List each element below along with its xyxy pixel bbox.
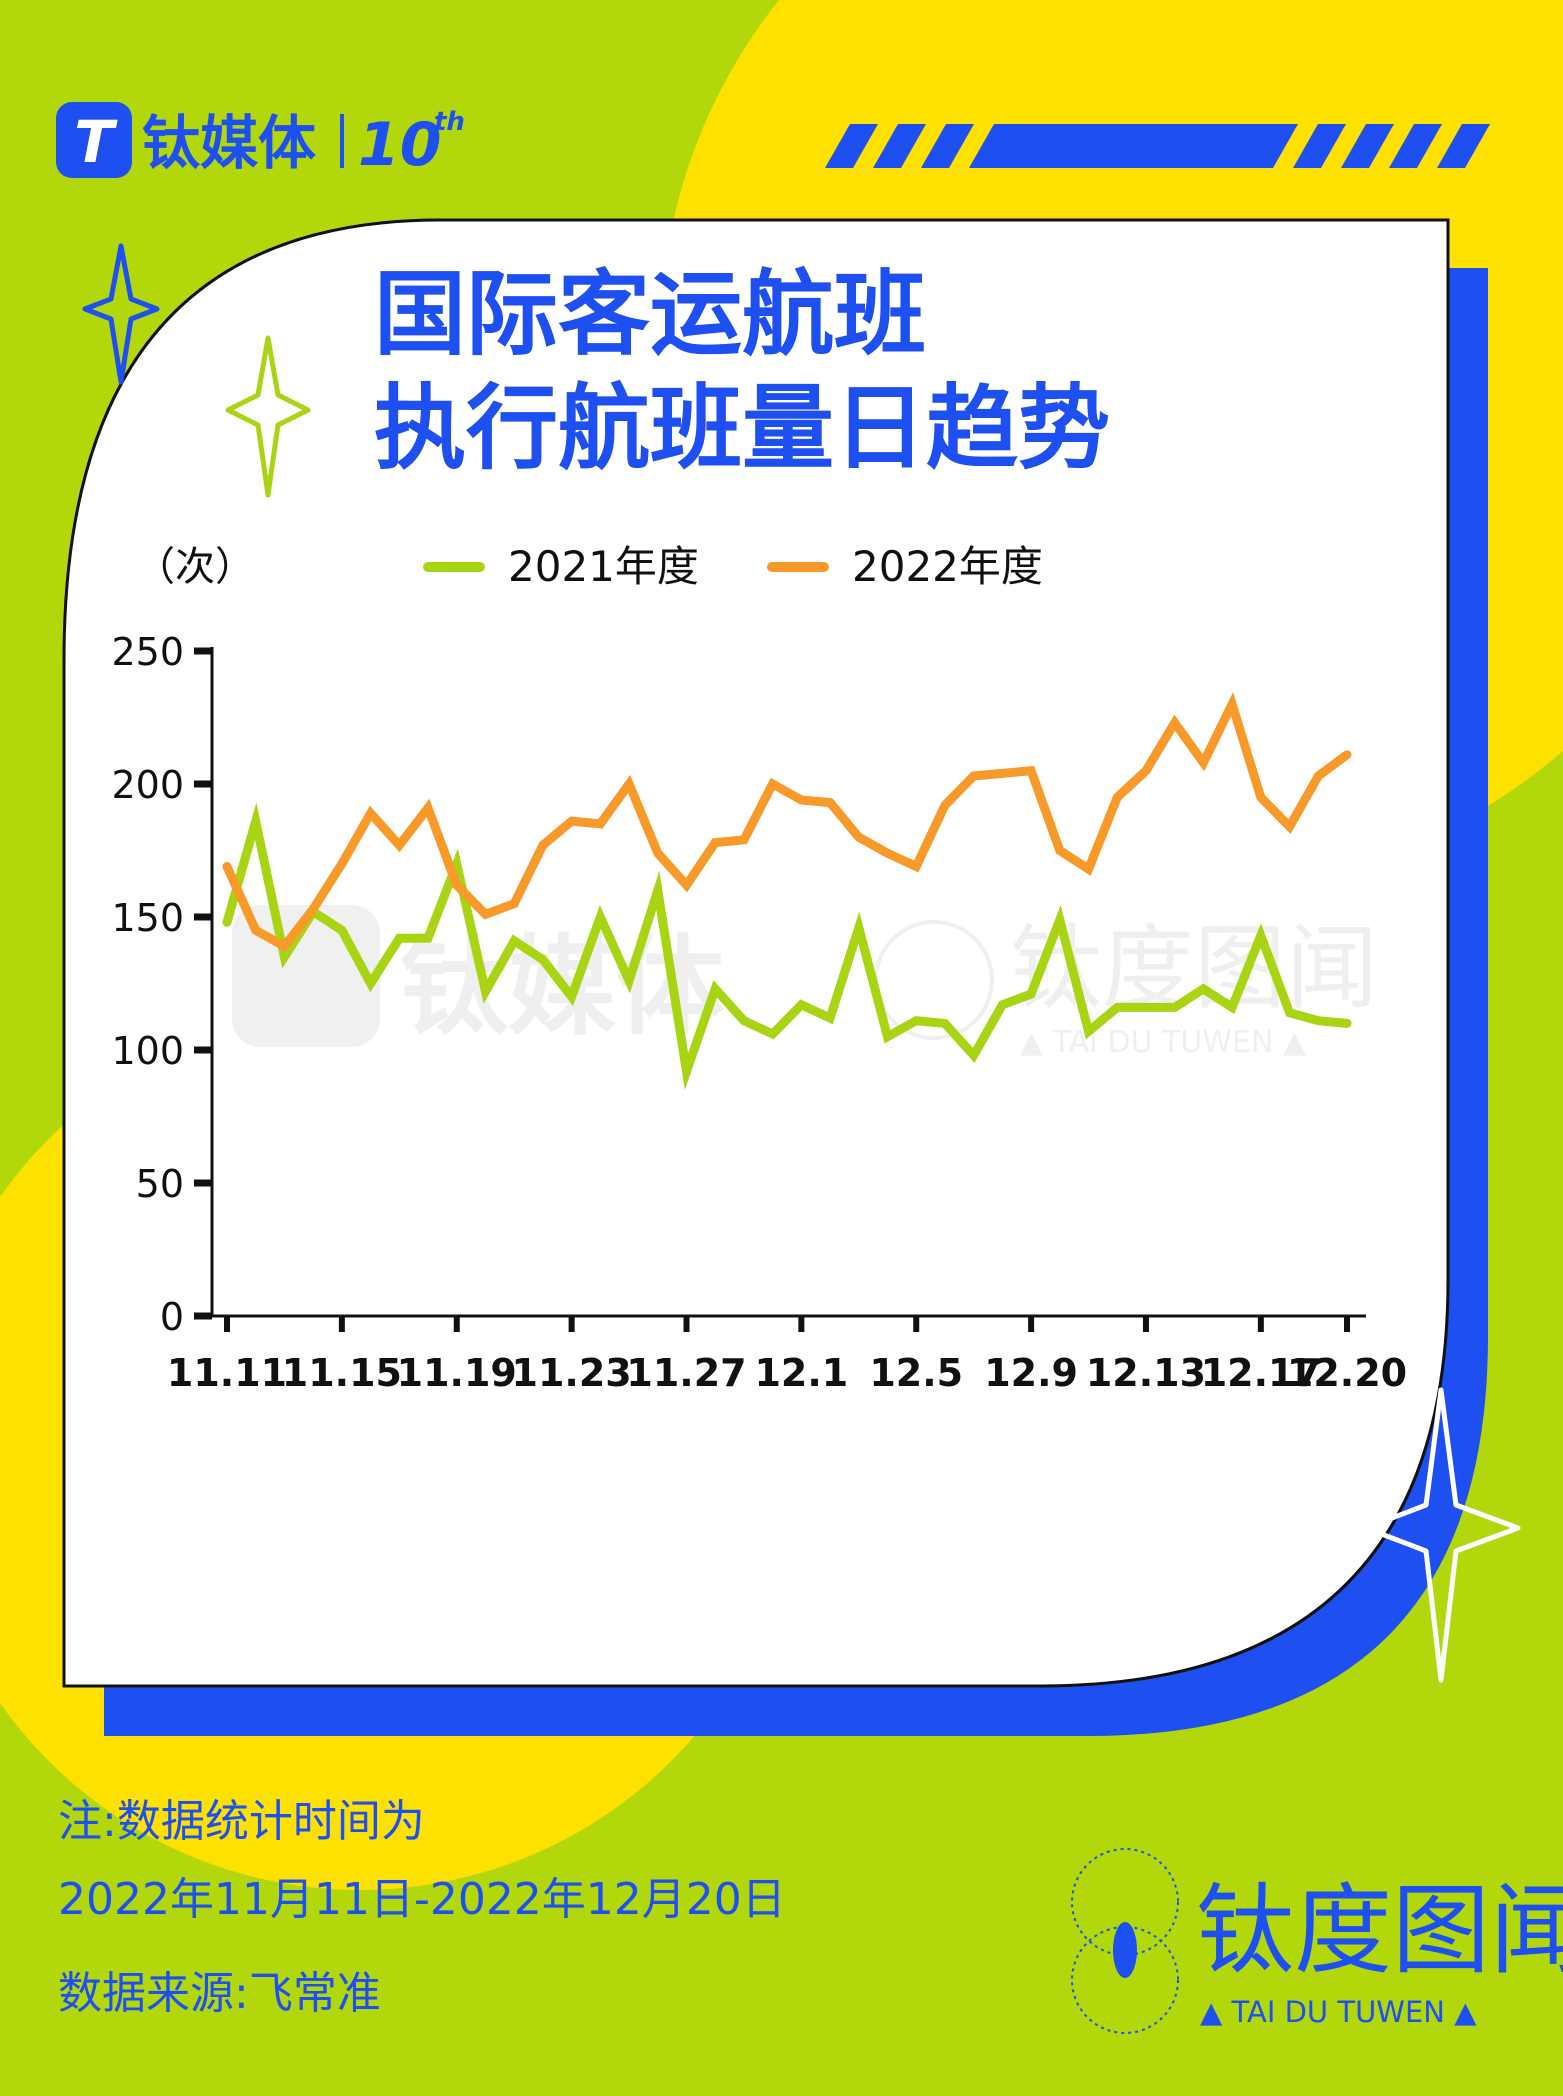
brand-logo-letter: T — [74, 108, 118, 176]
y-tick-label: 50 — [136, 1162, 184, 1206]
x-tick-label: 12.1 — [754, 1351, 848, 1395]
y-axis-unit-label: （次） — [135, 544, 255, 590]
x-tick-label: 12.17 — [1201, 1351, 1321, 1395]
watermark-sub: ▲ TAI DU TUWEN ▲ — [1020, 1025, 1306, 1060]
note-line3: 数据来源:飞常准 — [58, 1968, 381, 2019]
note-line1: 注:数据统计时间为 — [58, 1796, 425, 1847]
x-tick-label: 12.20 — [1287, 1351, 1407, 1395]
footer-eye-icon — [1071, 1848, 1179, 2034]
brand-anniversary: 10 — [358, 110, 442, 180]
stripe-decoration — [825, 124, 1490, 168]
x-tick-label: 11.11 — [167, 1351, 287, 1395]
chart-panel — [62, 218, 1450, 1688]
x-tick-label: 12.13 — [1086, 1351, 1206, 1395]
legend-label: 2022年度 — [852, 542, 1043, 591]
brand-anniversary-suffix: th — [434, 107, 465, 137]
legend: 2021年度 2022年度 — [423, 542, 1043, 591]
x-tick-label: 12.5 — [869, 1351, 963, 1395]
brand-logo-icon — [56, 102, 132, 178]
x-tick-label: 12.9 — [984, 1351, 1078, 1395]
y-tick-label: 150 — [111, 896, 184, 940]
y-tick-label: 200 — [111, 763, 184, 807]
sparkle-white-icon — [1363, 1387, 1521, 1683]
footer-brand-sub: ▲ TAI DU TUWEN ▲ — [1200, 1995, 1477, 2029]
y-tick-label: 0 — [160, 1295, 184, 1339]
note-line2: 2022年11月11日-2022年12月20日 — [58, 1874, 786, 1925]
sparkle-blue-icon — [82, 243, 160, 385]
series-lines — [222, 692, 1352, 1090]
footer-brand-name: 钛度图闻 — [1196, 1874, 1563, 1988]
y-tick-label: 250 — [111, 630, 184, 674]
y-axis: 0 50 100 150 200 250 — [111, 630, 214, 1339]
brand-name: 钛媒体 — [142, 109, 316, 177]
chart-title-line1: 国际客运航班 — [374, 261, 926, 368]
footer-brand: 钛度图闻 ▲ TAI DU TUWEN ▲ — [1071, 1848, 1563, 2034]
brand-divider — [340, 114, 344, 168]
brand-header: T 钛媒体 10 th — [56, 102, 465, 180]
x-tick-label: 11.19 — [397, 1351, 517, 1395]
x-tick-label: 11.27 — [626, 1351, 746, 1395]
series-line-2021 — [222, 802, 1352, 1090]
x-tick-label: 11.15 — [282, 1351, 402, 1395]
series-line-2022 — [222, 692, 1352, 953]
x-tick-label: 11.23 — [512, 1351, 632, 1395]
y-tick-label: 100 — [111, 1029, 184, 1073]
chart-title-line2: 执行航班量日趋势 — [374, 375, 1110, 482]
legend-label: 2021年度 — [508, 542, 699, 591]
sparkle-green-icon — [225, 335, 311, 498]
